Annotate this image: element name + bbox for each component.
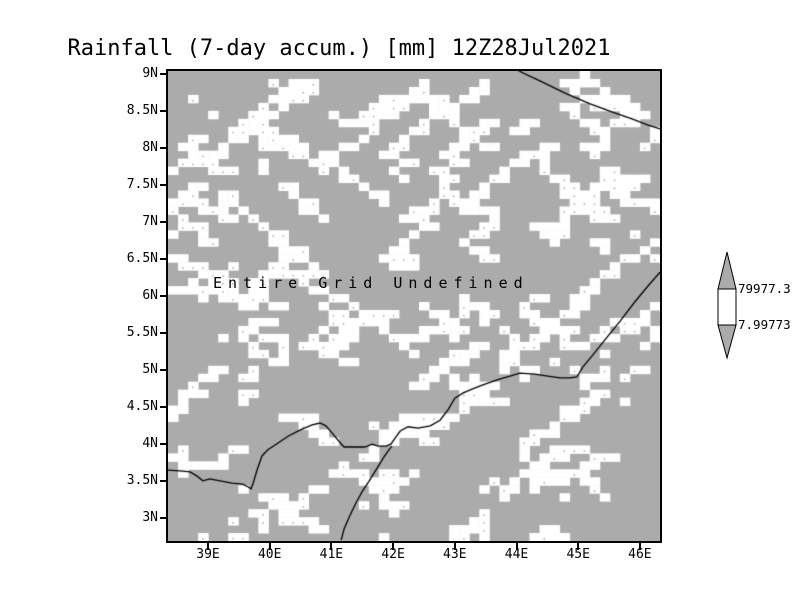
y-tick-mark	[160, 184, 168, 186]
x-tick-label: 42E	[381, 547, 405, 562]
y-tick-label: 9N	[142, 66, 158, 81]
y-tick-mark	[160, 258, 168, 260]
x-tick-label: 46E	[628, 547, 652, 562]
map-canvas	[168, 71, 660, 541]
y-tick-mark	[160, 480, 168, 482]
colorbar	[717, 251, 737, 360]
x-tick-label: 41E	[319, 547, 344, 562]
y-tick-label: 8N	[142, 140, 158, 155]
y-tick-label: 3.5N	[126, 473, 158, 488]
x-tick-mark	[453, 543, 456, 550]
x-tick-mark	[392, 543, 395, 550]
x-tick-mark	[577, 543, 580, 550]
x-tick-mark	[638, 543, 641, 550]
y-tick-mark	[160, 406, 168, 408]
y-tick-label: 3N	[142, 510, 158, 525]
x-tick-label: 43E	[443, 547, 467, 562]
y-tick-mark	[160, 221, 168, 223]
y-tick-mark	[160, 517, 168, 519]
plot-title: Rainfall (7-day accum.) [mm] 12Z28Jul202…	[67, 36, 611, 61]
y-tick-mark	[160, 147, 168, 149]
y-tick-mark	[160, 332, 168, 334]
x-tick-label: 39E	[196, 547, 220, 562]
colorbar-mid-segment	[717, 288, 737, 326]
y-tick-label: 7.5N	[126, 177, 158, 192]
x-tick-label: 45E	[566, 547, 590, 562]
y-tick-label: 4N	[142, 436, 158, 451]
colorbar-top-triangle	[717, 251, 737, 290]
y-tick-label: 6.5N	[126, 251, 158, 266]
colorbar-bottom-triangle	[717, 324, 737, 360]
y-tick-label: 5.5N	[126, 325, 158, 340]
x-tick-mark	[330, 543, 333, 550]
map-frame: Entire Grid Undefined	[166, 69, 662, 543]
y-tick-mark	[160, 369, 168, 371]
colorbar-label-bottom: 7.99773	[738, 317, 791, 332]
x-tick-label: 44E	[504, 547, 529, 562]
y-tick-mark	[160, 295, 168, 297]
y-tick-label: 7N	[142, 214, 158, 229]
y-tick-mark	[160, 443, 168, 445]
x-tick-mark	[207, 543, 209, 550]
y-tick-label: 5N	[142, 362, 158, 377]
x-tick-label: 40E	[257, 547, 282, 562]
y-tick-label: 8.5N	[126, 103, 158, 118]
y-tick-label: 4.5N	[126, 399, 158, 414]
grid-undefined-status: Entire Grid Undefined	[213, 274, 529, 292]
colorbar-label-top: 79977.3	[738, 281, 791, 296]
y-tick-mark	[160, 73, 168, 75]
x-tick-mark	[268, 543, 271, 550]
x-tick-mark	[515, 543, 518, 550]
y-tick-mark	[160, 110, 168, 112]
y-tick-label: 6N	[142, 288, 158, 303]
